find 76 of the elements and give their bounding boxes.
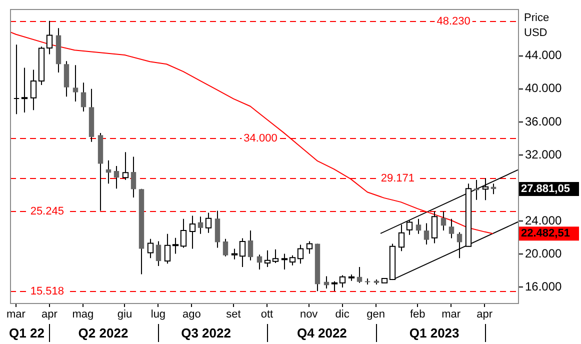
x2-tick-label: Q4 2022 (297, 325, 347, 340)
x-tick-label: gen (366, 308, 385, 321)
x-tick-label: apr (476, 308, 493, 321)
annotation: 22.482,51 (521, 228, 570, 240)
x-tick-label: apr (41, 308, 58, 321)
candlestick (156, 240, 162, 266)
candlestick (256, 254, 262, 270)
candlestick (306, 240, 313, 254)
candlestick (289, 254, 296, 266)
candlestick (424, 222, 430, 245)
y-tick-label: 20.000 (525, 246, 562, 260)
x-tick-label: feb (410, 308, 426, 321)
candlestick (331, 280, 338, 292)
x-tick-label: giu (117, 308, 132, 321)
candlestick (356, 266, 362, 284)
candlestick (64, 60, 70, 98)
ref-line-label: 25.245 (30, 206, 64, 218)
candlestick (264, 250, 271, 268)
candlestick (147, 238, 154, 259)
candlestick (440, 210, 446, 232)
candlestick (130, 156, 136, 198)
candlestick (339, 274, 346, 288)
annotation: 27.881,05 (521, 183, 570, 196)
ref-line-label: 15.518 (30, 286, 64, 298)
candlestick (281, 253, 288, 270)
x-tick-label: mar (442, 308, 461, 321)
y-tick-label: 40.000 (525, 81, 562, 96)
ref-line-label: 29.171 (380, 172, 414, 185)
candlestick (272, 248, 279, 264)
candlestick (189, 215, 196, 250)
x-tick-label: set (226, 308, 241, 321)
candlestick (164, 233, 171, 264)
x2-tick-label: Q3 2022 (181, 325, 231, 340)
candlestick (431, 210, 438, 244)
y-tick-label: 44.000 (525, 48, 562, 62)
candlestick (180, 218, 187, 248)
candlestick (114, 166, 120, 190)
y-axis-title: Price USD (524, 12, 550, 40)
candlestick (456, 232, 462, 259)
ref-line-label: 34.000 (244, 132, 278, 145)
x2-tick-label: Q1 2023 (409, 325, 460, 340)
x-tick-label: nov (300, 308, 318, 321)
candlestick (172, 237, 179, 254)
candlestick (474, 179, 480, 200)
x-tick-label: dic (335, 308, 350, 321)
x2-tick-label: Q2 2022 (78, 325, 128, 340)
candlestick (80, 82, 86, 112)
candlestick (214, 210, 220, 248)
x-tick-label: ago (182, 308, 201, 321)
candlestick (490, 183, 496, 195)
candlestick (30, 69, 37, 111)
ref-line-label: 48.230 (436, 16, 470, 28)
x2-tick-label: Q1 22 (9, 325, 44, 340)
candlestick (297, 244, 304, 264)
candlestick (122, 152, 129, 180)
y-tick-label: 24.000 (525, 213, 562, 228)
candlestick (46, 20, 53, 55)
x-tick-label: ott (260, 308, 274, 321)
x-tick-label: mag (72, 308, 94, 321)
candlestick (198, 216, 204, 234)
candlestick (448, 218, 454, 239)
candlestick (205, 212, 212, 234)
candlestick (72, 64, 78, 102)
candlestick (231, 248, 238, 260)
candlestick (482, 178, 489, 201)
x-tick-label: mar (6, 308, 26, 321)
candlestick (416, 218, 422, 234)
x-tick-label: lug (150, 308, 166, 321)
y-tick-label: 32.000 (525, 147, 562, 162)
candlestick (14, 44, 20, 115)
y-tick-label: 16.000 (525, 279, 562, 294)
candlestick (222, 238, 228, 257)
y-tick-label: 36.000 (525, 114, 562, 128)
candlestick (21, 67, 28, 113)
candlestick (248, 230, 254, 261)
candlestick (239, 238, 246, 268)
